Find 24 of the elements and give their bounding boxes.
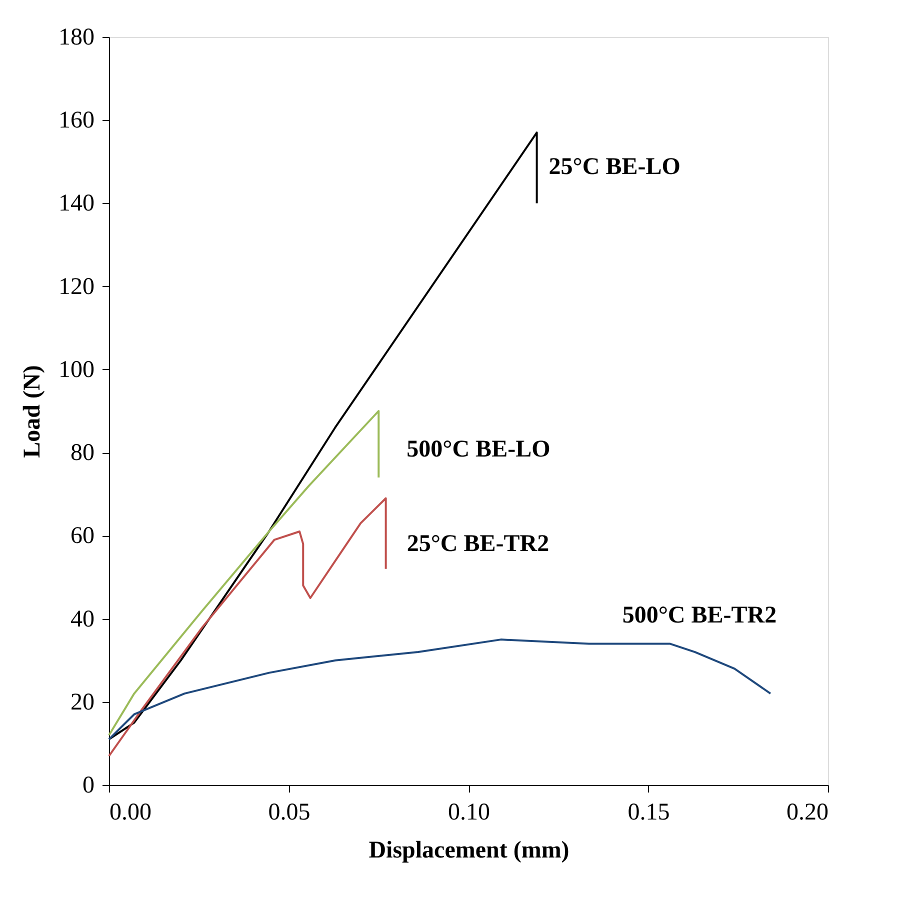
y-axis-title: Load (N)	[20, 365, 46, 458]
series-label: 500°C BE-TR2	[622, 602, 777, 629]
y-tick-label: 120	[58, 274, 94, 300]
y-tick-label: 160	[58, 108, 94, 134]
x-tick-label: 0.20	[786, 800, 828, 826]
x-tick-label: 0.00	[110, 800, 152, 826]
y-tick-label: 0	[82, 772, 94, 798]
y-tick-label: 100	[58, 356, 94, 383]
line-series	[108, 410, 380, 736]
y-tick-label: 40	[70, 606, 94, 632]
y-tick-label: 60	[70, 523, 94, 550]
x-tick-label: 0.10	[448, 800, 490, 826]
y-tick-label: 180	[58, 24, 94, 50]
y-tick-label: 140	[58, 190, 94, 217]
line-series	[108, 497, 387, 757]
x-axis-title: Displacement (mm)	[368, 838, 570, 864]
series-label: 25°C BE-TR2	[406, 530, 550, 557]
x-tick-label: 0.05	[268, 800, 310, 826]
line-series	[108, 638, 772, 740]
series-label: 500°C BE-LO	[406, 436, 550, 462]
y-tick-label: 80	[70, 440, 94, 466]
x-tick-label: 0.15	[628, 800, 670, 826]
series-label: 25°C BE-LO	[548, 154, 680, 180]
y-tick-label: 20	[70, 689, 94, 716]
